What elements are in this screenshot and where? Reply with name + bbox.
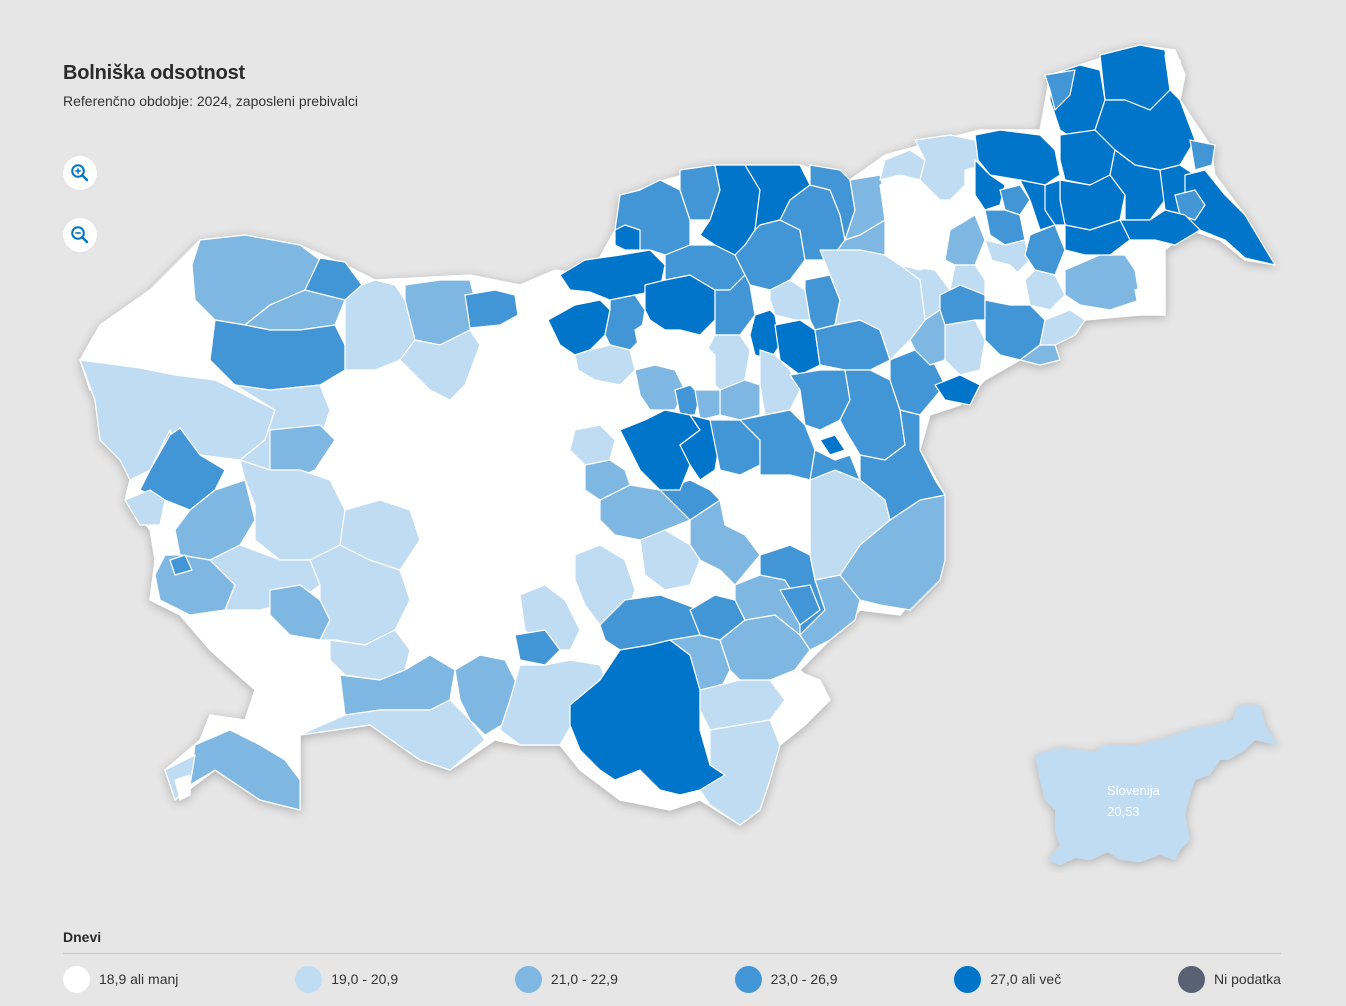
zoom-in-button[interactable] [63, 156, 97, 190]
legend-title: Dnevi [63, 929, 102, 945]
legend-item[interactable]: Ni podatka [1178, 965, 1281, 993]
slovenia-inset [1035, 705, 1278, 865]
map-regions [79, 44, 1276, 826]
legend-swatch [734, 965, 762, 993]
zoom-out-icon [71, 226, 89, 244]
legend-label: 23,0 - 26,9 [770, 971, 838, 987]
zoom-in-icon [71, 164, 89, 182]
legend: 18,9 ali manj 19,0 - 20,9 21,0 - 22,9 23… [63, 964, 1281, 994]
inset-value: 20,53 [1107, 804, 1140, 819]
legend-swatch [954, 965, 982, 993]
page-subtitle: Referenčno obdobje: 2024, zaposleni preb… [63, 93, 358, 109]
legend-item[interactable]: 18,9 ali manj [63, 965, 179, 993]
legend-item[interactable]: 19,0 - 20,9 [295, 965, 399, 993]
legend-divider [63, 953, 1281, 954]
legend-swatch [1178, 965, 1206, 993]
zoom-out-button[interactable] [63, 218, 97, 252]
legend-item[interactable]: 27,0 ali več [954, 965, 1062, 993]
page-title: Bolniška odsotnost [63, 62, 245, 84]
inset-name: Slovenija [1107, 783, 1160, 798]
inset-label: Slovenija 20,53 [1107, 780, 1160, 822]
legend-label: 19,0 - 20,9 [331, 971, 399, 987]
legend-label: 21,0 - 22,9 [550, 971, 618, 987]
legend-label: 18,9 ali manj [99, 971, 179, 987]
legend-item[interactable]: 21,0 - 22,9 [514, 965, 618, 993]
legend-item[interactable]: 23,0 - 26,9 [734, 965, 838, 993]
legend-swatch [295, 965, 323, 993]
legend-label: Ni podatka [1214, 971, 1281, 987]
legend-swatch [514, 965, 542, 993]
legend-swatch [63, 965, 90, 993]
legend-label: 27,0 ali več [990, 971, 1062, 987]
